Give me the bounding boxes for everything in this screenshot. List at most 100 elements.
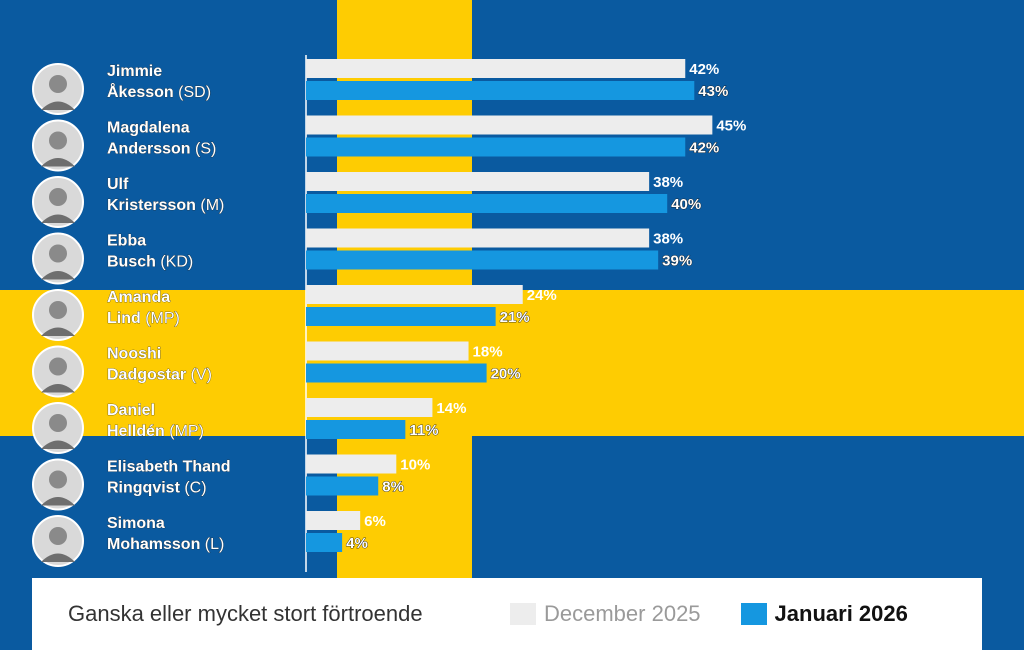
person-party: (SD) (178, 84, 211, 101)
bar-januari (306, 81, 695, 100)
bar-december (306, 59, 686, 78)
bar-januari (306, 533, 343, 552)
value-label-januari: 4% (346, 535, 368, 552)
person-name-line2: Ringqvist (107, 480, 184, 497)
bar-januari (306, 420, 406, 439)
legend: Ganska eller mycket stort förtroende Dec… (32, 578, 982, 650)
bar-december (306, 398, 433, 417)
bar-januari (306, 250, 659, 270)
value-label-december: 6% (364, 513, 386, 530)
avatar-head (49, 470, 67, 489)
avatar-shoulders (41, 214, 75, 223)
person-party: (MP) (169, 423, 204, 440)
legend-entry-december: December 2025 (510, 601, 701, 627)
person-name-line1: Nooshi (107, 346, 161, 363)
bar-januari (306, 363, 487, 383)
person-party: (MP) (145, 310, 180, 327)
value-label-januari: 21% (500, 309, 530, 326)
bar-december (306, 285, 523, 304)
person-name-label: Amanda Lind (MP) (107, 289, 180, 327)
bar-december (306, 511, 361, 530)
person-name-label: Ebba Busch (KD) (107, 233, 193, 271)
value-label-december: 45% (716, 118, 746, 135)
value-label-december: 18% (473, 344, 503, 361)
bar-januari (306, 476, 379, 496)
flag-cross-horizontal (0, 290, 1024, 436)
value-label-januari: 20% (491, 366, 521, 383)
person-name-line2: Busch (107, 254, 160, 271)
value-label-december: 38% (653, 231, 683, 248)
person-name-line1: Daniel (107, 402, 155, 419)
avatar-head (49, 527, 67, 545)
avatar-head (49, 75, 67, 93)
value-label-januari: 43% (698, 83, 728, 100)
person-name-label: Jimmie Åkesson (SD) (107, 63, 211, 101)
legend-swatch-januari (740, 603, 767, 625)
person-party: (S) (195, 141, 216, 158)
avatar-shoulders (41, 440, 75, 449)
bar-december (306, 341, 469, 361)
avatar-shoulders (41, 158, 75, 167)
person-name-line1: Ebba (107, 233, 146, 250)
bar-december (306, 172, 650, 191)
avatar-head (49, 301, 67, 319)
person-name-line1: Elisabeth Thand (107, 459, 231, 476)
person-party: (KD) (160, 254, 193, 271)
avatar-shoulders (41, 271, 75, 280)
avatar-shoulders (41, 101, 75, 110)
avatar-head (49, 244, 67, 263)
value-label-december: 14% (436, 400, 466, 417)
bar-chart: Jimmie Åkesson (SD) 42% 43% Magdalena Anderss… (32, 55, 746, 572)
value-label-januari: 8% (382, 479, 404, 496)
avatar-head (49, 357, 67, 376)
avatar-shoulders (41, 553, 75, 562)
value-label-januari: 39% (662, 253, 692, 270)
bar-december (306, 228, 650, 248)
value-label-januari: 40% (671, 196, 701, 213)
legend-title: Ganska eller mycket stort förtroende (68, 601, 423, 626)
value-label-december: 42% (689, 61, 719, 78)
legend-entry-januari: Januari 2026 (740, 601, 908, 627)
bar-januari (306, 194, 668, 213)
person-name-line2: Helldén (107, 423, 169, 440)
person-name-line1: Ulf (107, 176, 129, 193)
person-name-line1: Jimmie (107, 63, 162, 80)
avatar-shoulders (41, 327, 75, 336)
person-party: (L) (205, 536, 225, 553)
person-name-label: Ulf Kristersson (M) (107, 176, 224, 214)
value-label-december: 38% (653, 174, 683, 191)
person-name-label: Nooshi Dadgostar (V) (107, 346, 212, 384)
person-name-label: Daniel Helldén (MP) (107, 402, 204, 440)
avatar-shoulders (41, 384, 75, 393)
person-name-label: Magdalena Andersson (S) (107, 120, 216, 158)
person-name-line2: Lind (107, 310, 145, 327)
person-party: (M) (200, 197, 224, 214)
bar-december (306, 115, 713, 135)
avatar-shoulders (41, 497, 75, 506)
person-name-label: Simona Mohamsson (L) (107, 515, 224, 553)
bar-januari (306, 137, 686, 157)
person-name-line2: Andersson (107, 141, 195, 158)
value-label-december: 10% (400, 457, 430, 474)
person-name-line2: Kristersson (107, 197, 200, 214)
value-label-januari: 11% (409, 422, 438, 439)
person-name-line1: Simona (107, 515, 165, 532)
legend-label-december: December 2025 (544, 601, 701, 626)
bar-januari (306, 307, 496, 326)
person-party: (C) (184, 480, 206, 497)
avatar-head (49, 414, 67, 432)
person-name-label: Elisabeth Thand Ringqvist (C) (107, 459, 231, 497)
person-party: (V) (191, 367, 212, 384)
person-name-line2: Dadgostar (107, 367, 191, 384)
person-name-line2: Åkesson (107, 82, 178, 101)
person-name-line1: Amanda (107, 289, 170, 306)
person-name-line2: Mohamsson (107, 536, 205, 553)
legend-swatch-december (510, 603, 536, 625)
value-label-december: 24% (527, 287, 557, 304)
value-label-januari: 42% (689, 140, 719, 157)
avatar-head (49, 188, 67, 206)
avatar-head (49, 131, 67, 150)
bar-december (306, 454, 397, 474)
legend-label-januari: Januari 2026 (774, 601, 908, 626)
person-name-line1: Magdalena (107, 120, 190, 137)
